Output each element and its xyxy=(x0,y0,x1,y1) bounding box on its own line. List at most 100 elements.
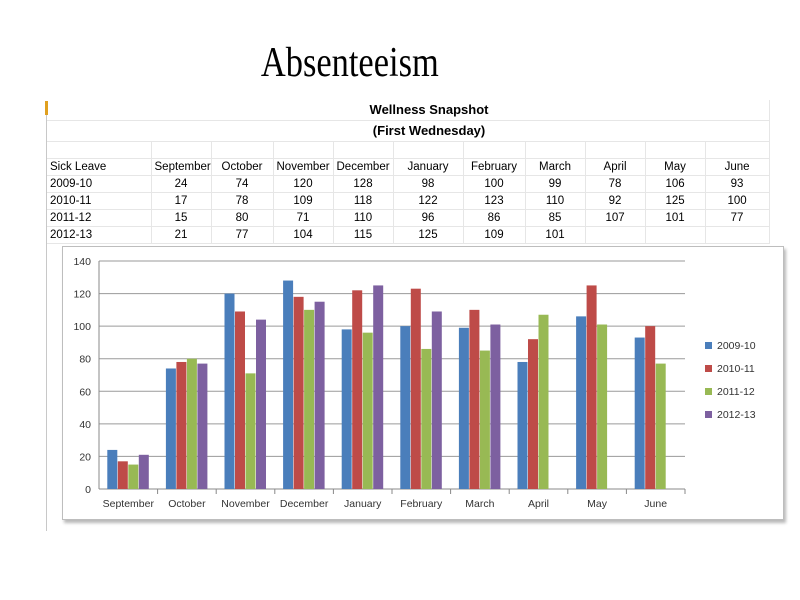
bar xyxy=(458,327,469,489)
value-cell: 122 xyxy=(393,192,464,210)
bar xyxy=(431,311,442,489)
value-cell: 71 xyxy=(273,209,334,227)
table-row: 2010-11 17 78 109 118 122 123 110 92 125 100 xyxy=(47,192,770,210)
value-cell: 118 xyxy=(333,192,394,210)
row-label-cell: 2011-12 xyxy=(47,209,152,227)
y-tick-label: 120 xyxy=(73,289,91,301)
value-cell: 125 xyxy=(645,192,706,210)
value-cell: 109 xyxy=(463,226,526,244)
empty-cell xyxy=(585,120,770,142)
bar xyxy=(373,285,384,489)
value-cell: 92 xyxy=(585,192,646,210)
y-tick-label: 140 xyxy=(73,256,91,268)
value-cell: 21 xyxy=(151,226,212,244)
y-tick-label: 100 xyxy=(73,321,91,333)
x-tick-label: May xyxy=(587,498,608,510)
bar xyxy=(314,301,325,489)
empty-cell xyxy=(47,120,273,142)
value-cell: December xyxy=(333,158,394,176)
value-cell xyxy=(705,226,770,244)
bar xyxy=(224,293,235,489)
value-cell: 128 xyxy=(333,175,394,193)
bar xyxy=(400,326,411,489)
value-cell: 106 xyxy=(645,175,706,193)
empty-cell xyxy=(645,141,706,159)
wellness-data-table: Wellness Snapshot (First Wednesday) Sick L… xyxy=(47,100,770,244)
bar xyxy=(528,339,538,489)
bar xyxy=(235,311,245,489)
value-cell: 98 xyxy=(393,175,464,193)
value-cell: 125 xyxy=(393,226,464,244)
value-cell: 101 xyxy=(645,209,706,227)
value-cell: 78 xyxy=(211,192,274,210)
y-tick-label: 20 xyxy=(79,451,91,463)
bar xyxy=(256,319,266,489)
value-cell: June xyxy=(705,158,770,176)
empty-cell xyxy=(393,141,464,159)
row-label-cell: Sick Leave xyxy=(47,158,152,176)
legend-swatch xyxy=(705,388,712,395)
bar xyxy=(245,373,256,489)
x-tick-label: September xyxy=(103,498,155,510)
bar xyxy=(634,337,645,489)
value-cell: 78 xyxy=(585,175,646,193)
bar xyxy=(362,332,373,489)
value-cell: 74 xyxy=(211,175,274,193)
row-label-cell: 2012-13 xyxy=(47,226,152,244)
empty-cell xyxy=(525,141,586,159)
bar xyxy=(479,350,490,489)
value-cell: 123 xyxy=(463,192,526,210)
bar xyxy=(421,348,432,489)
value-cell: October xyxy=(211,158,274,176)
table-title: Wellness Snapshot xyxy=(273,100,586,121)
legend-swatch xyxy=(705,342,712,349)
blank-row xyxy=(47,141,770,159)
legend-label: 2012-13 xyxy=(717,409,756,421)
value-cell: May xyxy=(645,158,706,176)
table-subtitle-row: (First Wednesday) xyxy=(47,120,770,142)
table-row: 2011-12 15 80 71 110 96 86 85 107 101 77 xyxy=(47,209,770,227)
value-cell: 104 xyxy=(273,226,334,244)
x-tick-label: April xyxy=(528,498,549,510)
x-tick-label: December xyxy=(280,498,329,510)
x-tick-label: November xyxy=(221,498,270,510)
bar xyxy=(304,309,315,489)
empty-cell xyxy=(463,141,526,159)
bar xyxy=(293,296,304,489)
value-cell: 107 xyxy=(585,209,646,227)
empty-cell xyxy=(211,141,274,159)
table-header-row: Sick Leave September October November Decemb… xyxy=(47,158,770,176)
value-cell: February xyxy=(463,158,526,176)
absenteeism-bar-chart: 0 20 40 60 80 100 120 140 September October Novemb… xyxy=(73,256,756,510)
value-cell: 101 xyxy=(525,226,586,244)
value-cell: April xyxy=(585,158,646,176)
value-cell: September xyxy=(151,158,212,176)
row-label-cell: 2010-11 xyxy=(47,192,152,210)
bar xyxy=(176,361,187,489)
bar xyxy=(107,449,118,489)
bar xyxy=(352,290,363,489)
bar xyxy=(469,309,480,489)
bar xyxy=(186,358,197,489)
value-cell: 80 xyxy=(211,209,274,227)
table-subtitle: (First Wednesday) xyxy=(273,120,586,142)
empty-cell xyxy=(333,141,394,159)
x-tick-label: October xyxy=(168,498,206,510)
bar xyxy=(597,324,608,489)
value-cell: 110 xyxy=(525,192,586,210)
sheet-left-edge xyxy=(46,101,47,531)
x-tick-label: February xyxy=(400,498,443,510)
bar xyxy=(655,363,666,489)
y-tick-label: 60 xyxy=(79,386,91,398)
bar xyxy=(165,368,176,489)
bar xyxy=(517,361,528,489)
value-cell: 15 xyxy=(151,209,212,227)
bar xyxy=(576,316,587,489)
y-tick-label: 0 xyxy=(85,484,91,496)
bar xyxy=(538,314,549,489)
x-tick-label: January xyxy=(344,498,382,510)
y-tick-label: 40 xyxy=(79,419,91,431)
legend-label: 2009-10 xyxy=(717,340,756,352)
table-row: 2012-13 21 77 104 115 125 109 101 xyxy=(47,226,770,244)
bar xyxy=(410,288,421,489)
